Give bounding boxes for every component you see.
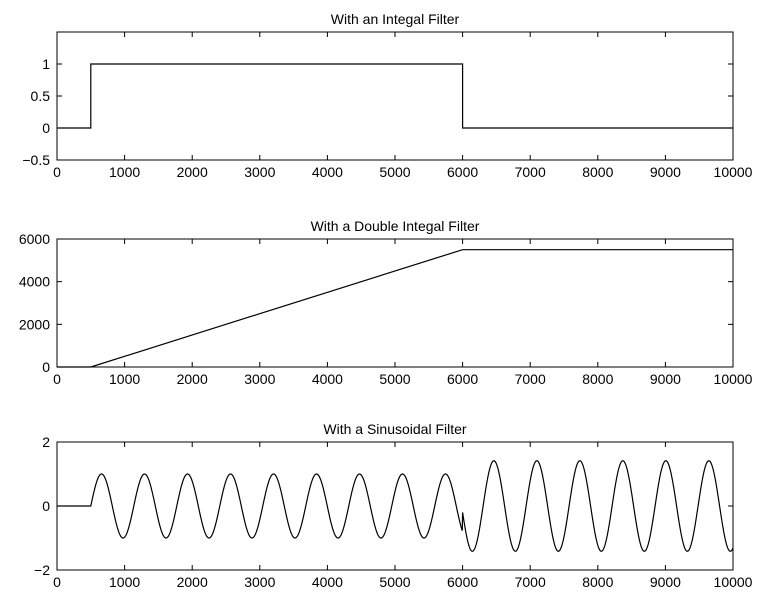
y-tick-label: −0.5 bbox=[22, 152, 50, 168]
chart-title: With a Sinusoidal Filter bbox=[323, 421, 467, 437]
series-line bbox=[57, 63, 733, 129]
x-tick-label: 4000 bbox=[312, 371, 343, 387]
x-tick-label: 0 bbox=[53, 164, 61, 180]
x-tick-label: 10000 bbox=[714, 164, 753, 180]
x-tick-label: 2000 bbox=[177, 371, 208, 387]
x-tick-label: 2000 bbox=[177, 574, 208, 590]
y-tick-label: 4000 bbox=[19, 274, 50, 290]
x-tick-label: 1000 bbox=[109, 164, 140, 180]
x-tick-label: 9000 bbox=[650, 164, 681, 180]
x-tick-label: 2000 bbox=[177, 164, 208, 180]
y-tick-label: −2 bbox=[34, 562, 50, 578]
x-tick-label: 5000 bbox=[379, 371, 410, 387]
y-tick-label: 2000 bbox=[19, 316, 50, 332]
x-tick-label: 1000 bbox=[109, 574, 140, 590]
axes-frame bbox=[56, 238, 734, 368]
x-tick-label: 1000 bbox=[109, 371, 140, 387]
x-tick-label: 7000 bbox=[515, 574, 546, 590]
x-tick-label: 3000 bbox=[244, 574, 275, 590]
x-tick-label: 8000 bbox=[582, 371, 613, 387]
axes-frame bbox=[56, 31, 734, 161]
y-tick-label: 0 bbox=[42, 120, 50, 136]
x-tick-label: 8000 bbox=[582, 574, 613, 590]
x-tick-label: 5000 bbox=[379, 164, 410, 180]
x-tick-label: 10000 bbox=[714, 574, 753, 590]
y-tick-label: 0.5 bbox=[31, 88, 51, 104]
x-tick-label: 6000 bbox=[447, 164, 478, 180]
axes-frame bbox=[56, 441, 734, 571]
y-tick-label: 6000 bbox=[19, 231, 50, 247]
x-tick-label: 7000 bbox=[515, 371, 546, 387]
y-tick-label: 1 bbox=[42, 56, 50, 72]
x-tick-label: 8000 bbox=[582, 164, 613, 180]
subplot-3: With a Sinusoidal Filter 0 1000 2000 3000 400… bbox=[34, 421, 753, 590]
x-tick-label: 6000 bbox=[447, 371, 478, 387]
x-tick-label: 0 bbox=[53, 371, 61, 387]
series-line bbox=[57, 460, 734, 552]
y-tick-label: 0 bbox=[42, 498, 50, 514]
x-tick-label: 6000 bbox=[447, 574, 478, 590]
x-tick-label: 9000 bbox=[650, 371, 681, 387]
x-tick-label: 5000 bbox=[379, 574, 410, 590]
x-tick-label: 3000 bbox=[244, 164, 275, 180]
y-tick-label: 0 bbox=[42, 359, 50, 375]
subplot-1: With an Integal Filter 0 1000 2000 3000 4000 5… bbox=[22, 11, 752, 180]
subplot-2: With a Double Integal Filter 0 1000 2000 300… bbox=[19, 218, 753, 387]
x-tick-label: 4000 bbox=[312, 574, 343, 590]
x-tick-label: 0 bbox=[53, 574, 61, 590]
chart-title: With a Double Integal Filter bbox=[311, 218, 480, 234]
x-tick-label: 9000 bbox=[650, 574, 681, 590]
x-tick-label: 10000 bbox=[714, 371, 753, 387]
y-tick-label: 2 bbox=[42, 434, 50, 450]
chart-title: With an Integal Filter bbox=[331, 11, 460, 27]
x-tick-label: 7000 bbox=[515, 164, 546, 180]
x-tick-label: 3000 bbox=[244, 371, 275, 387]
x-tick-label: 4000 bbox=[312, 164, 343, 180]
series-line bbox=[57, 249, 733, 368]
